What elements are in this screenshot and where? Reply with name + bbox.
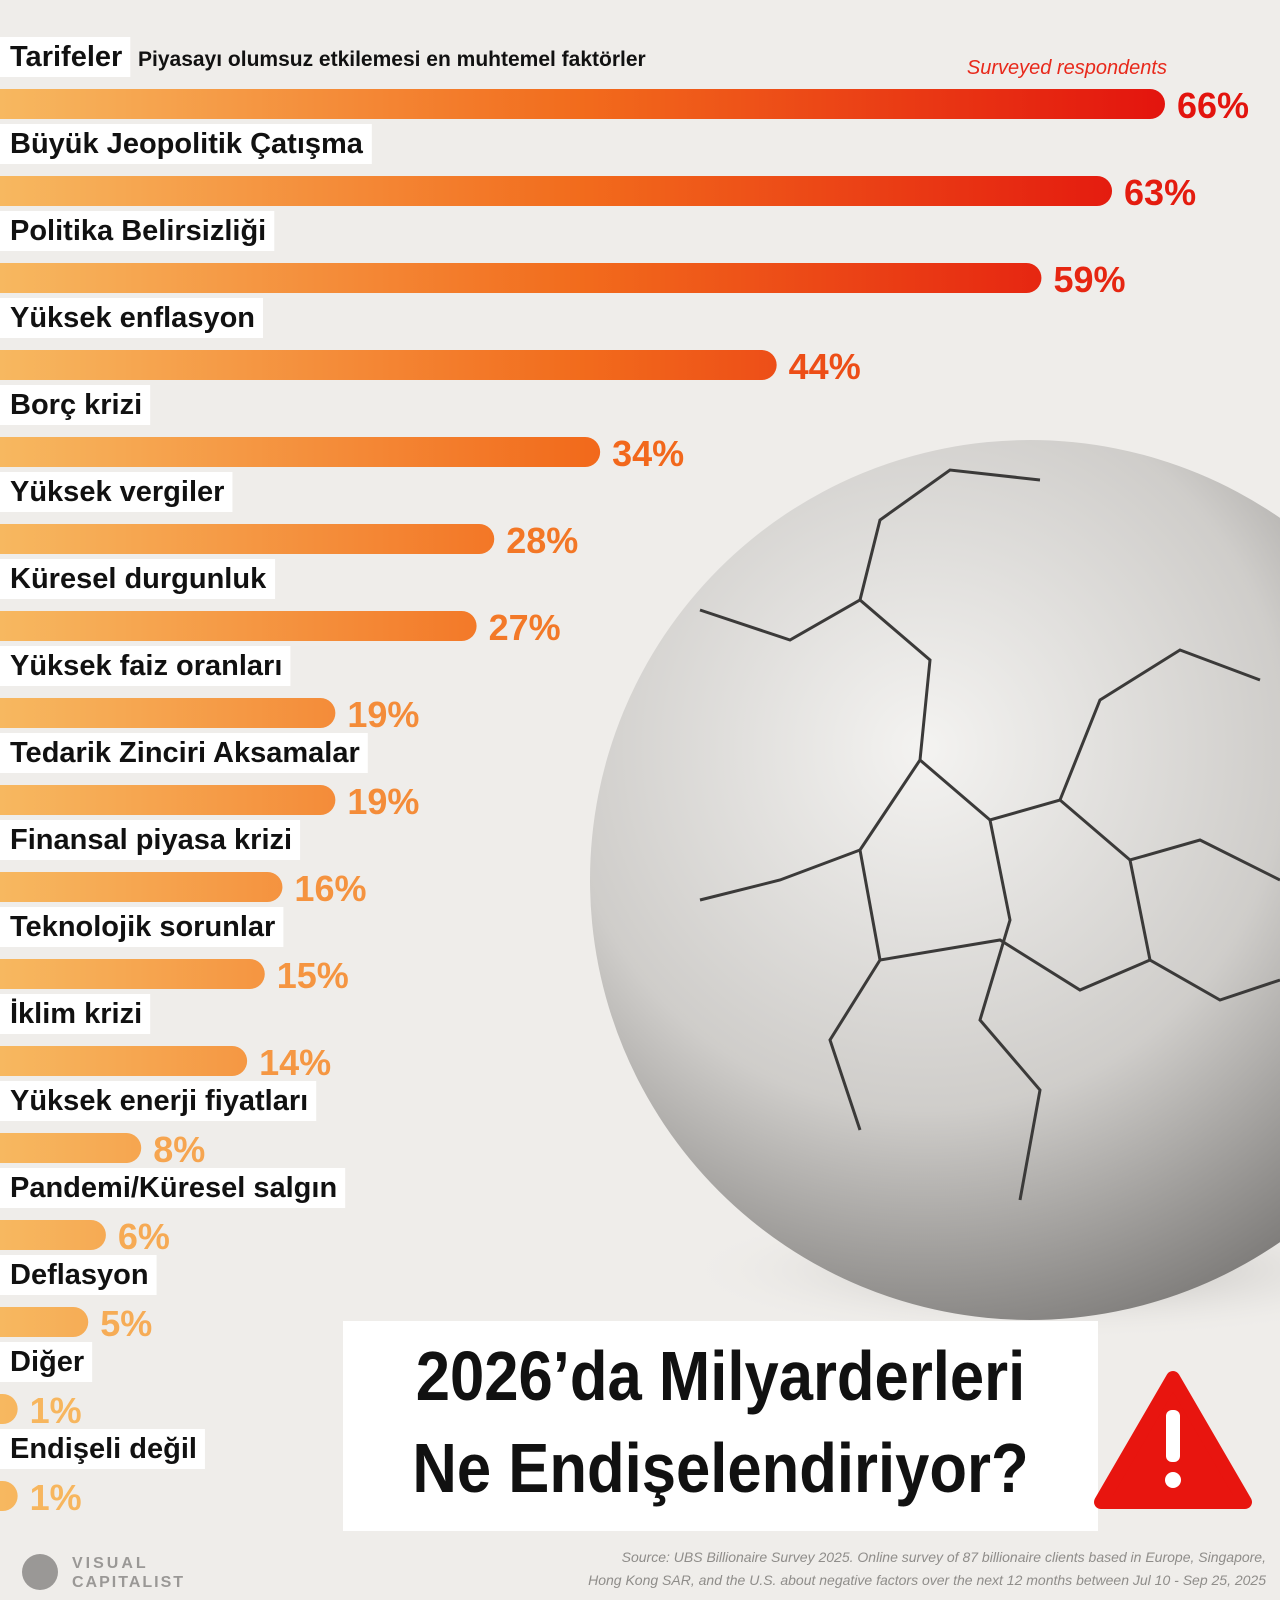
bar (0, 350, 777, 380)
category-label-bg (0, 124, 372, 164)
value-label: 44% (789, 346, 861, 387)
brand-line: VISUAL (72, 1555, 149, 1572)
value-label: 66% (1177, 85, 1249, 126)
bar (0, 959, 265, 989)
category-label-bg (0, 1429, 205, 1469)
value-label: 5% (100, 1303, 152, 1344)
source-line: Source: UBS Billionaire Survey 2025. Onl… (622, 1549, 1266, 1565)
category-label: Endişeli değil (10, 1433, 197, 1465)
category-label: Büyük Jeopolitik Çatışma (10, 128, 364, 160)
category-label-bg (0, 733, 368, 773)
category-label: Yüksek faiz oranları (10, 650, 282, 682)
category-label: Finansal piyasa krizi (10, 824, 292, 856)
title-box (343, 1321, 1098, 1531)
category-label-bg (0, 37, 131, 77)
category-label-bg (0, 907, 284, 947)
category-label: Tedarik Zinciri Aksamalar (10, 737, 360, 769)
category-label-bg (0, 1342, 93, 1382)
bar (0, 1394, 18, 1424)
value-label: 6% (118, 1216, 170, 1257)
brand: VISUAL CAPITALIST (22, 1554, 185, 1591)
globe-decoration (590, 440, 1280, 1340)
category-label-bg (0, 472, 233, 512)
bar (0, 611, 477, 641)
category-label: Politika Belirsizliği (10, 215, 266, 247)
category-label: Borç krizi (10, 389, 142, 421)
category-label-bg (0, 211, 275, 251)
bar (0, 1220, 106, 1250)
title-wrap: 2026’da Milyarderleri Ne Endişelendiriyo… (412, 1337, 1029, 1507)
value-label: 19% (347, 781, 419, 822)
value-label: 27% (489, 607, 561, 648)
category-label: Yüksek enflasyon (10, 302, 255, 334)
category-label-bg (0, 820, 301, 860)
bar (0, 176, 1113, 206)
value-label: 28% (506, 520, 578, 561)
bar (0, 1046, 248, 1076)
bar (0, 263, 1042, 293)
value-label: 1% (30, 1390, 82, 1431)
value-label: 15% (277, 955, 349, 996)
bar (0, 698, 336, 728)
category-label: Yüksek enerji fiyatları (10, 1085, 308, 1117)
warning-icon (1094, 1371, 1252, 1509)
chart-title: 2026’da Milyarderleri Ne Endişelendiriyo… (412, 1337, 1029, 1507)
bar (0, 872, 283, 902)
value-label: 14% (259, 1042, 331, 1083)
category-label: Yüksek vergiler (10, 476, 224, 508)
value-label: 1% (30, 1477, 82, 1518)
series-label: Surveyed respondents (967, 57, 1167, 79)
bar (0, 1307, 89, 1337)
value-label: 63% (1124, 172, 1196, 213)
value-label: 34% (612, 433, 684, 474)
bar (0, 785, 336, 815)
category-label-bg (0, 1168, 346, 1208)
bar (0, 437, 601, 467)
category-label: Teknolojik sorunlar (10, 911, 275, 943)
category-label: Deflasyon (10, 1259, 149, 1291)
category-label: Tarifeler (10, 41, 122, 73)
category-label: İklim krizi (10, 998, 142, 1030)
category-label-bg (0, 646, 291, 686)
category-label-bg (0, 298, 263, 338)
bar (0, 524, 495, 554)
value-label: 59% (1053, 259, 1125, 300)
brand-line: CAPITALIST (72, 1574, 185, 1591)
category-label-bg (0, 559, 276, 599)
category-label: Diğer (10, 1346, 84, 1378)
bar (0, 89, 1165, 119)
value-label: 19% (347, 694, 419, 735)
category-label-bg (0, 385, 151, 425)
bar (0, 1133, 142, 1163)
subtitle: Piyasayı olumsuz etkilemesi en muhtemel … (138, 48, 646, 71)
source-line: Hong Kong SAR, and the U.S. about negati… (588, 1572, 1266, 1588)
bar (0, 1481, 18, 1511)
category-label: Küresel durgunluk (10, 563, 267, 595)
category-label-bg (0, 1081, 317, 1121)
category-label-bg (0, 1255, 157, 1295)
bars: Tarifeler 66% Büyük Jeopolitik Çatışma 63% P… (0, 37, 1249, 1518)
value-label: 16% (294, 868, 366, 909)
value-label: 8% (153, 1129, 205, 1170)
category-label: Pandemi/Küresel salgın (10, 1172, 337, 1204)
category-label-bg (0, 994, 151, 1034)
